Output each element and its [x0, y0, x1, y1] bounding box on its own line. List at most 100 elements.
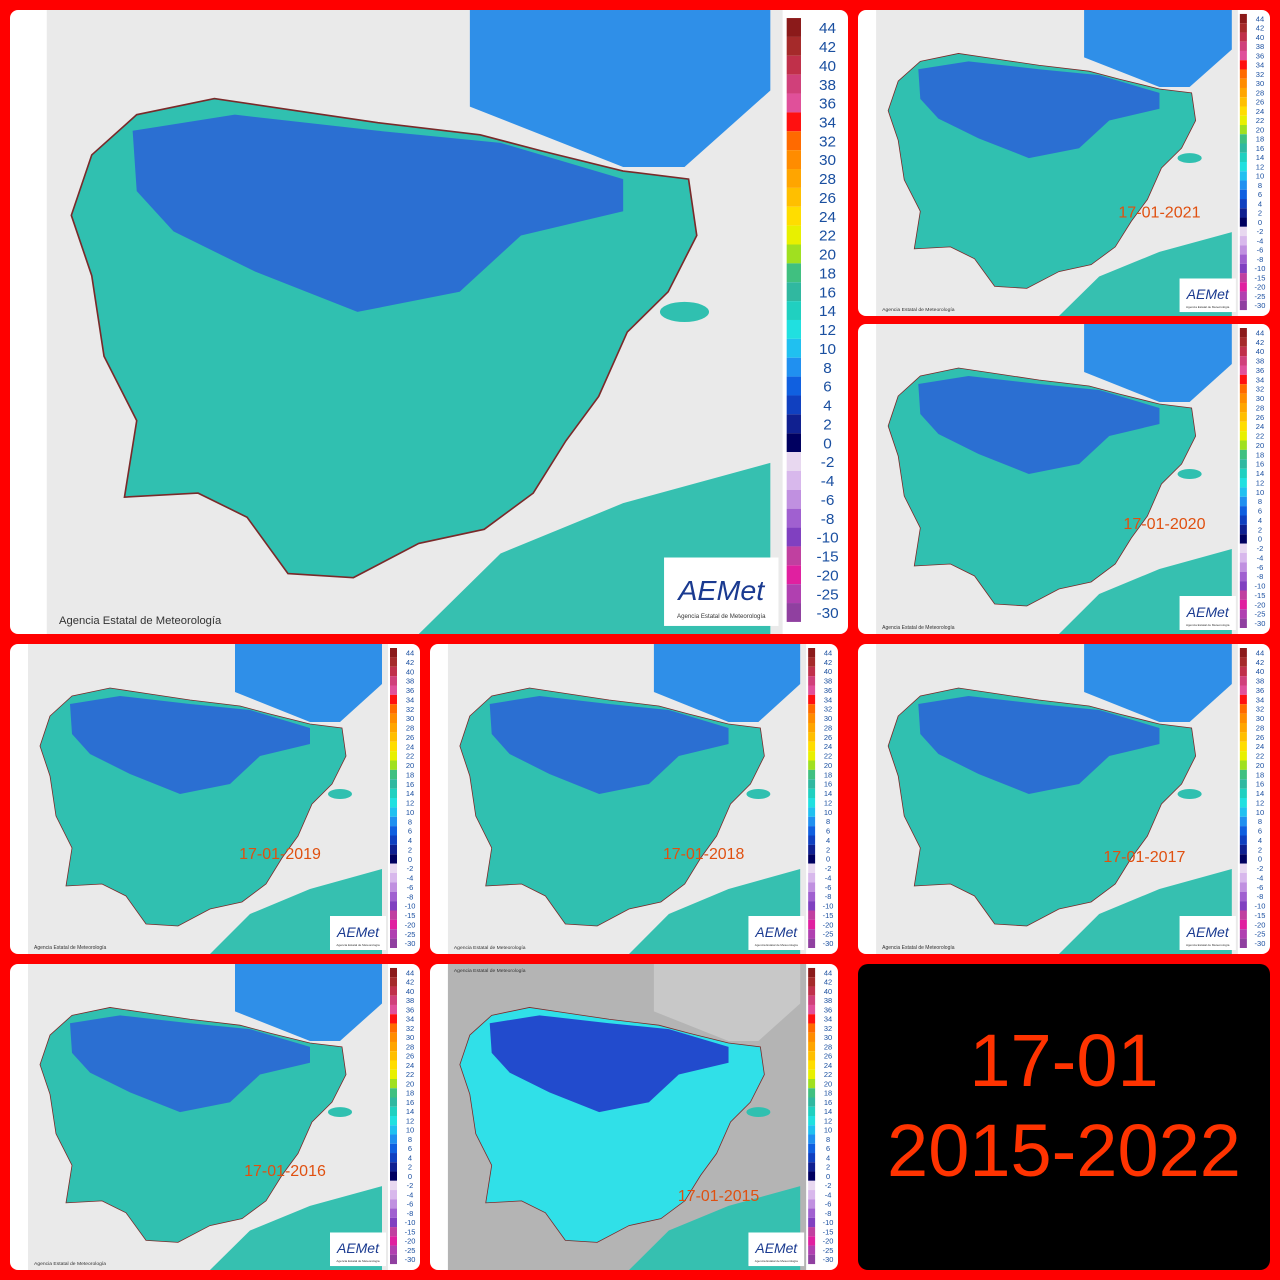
legend-swatch [1239, 798, 1247, 808]
legend-swatch [1239, 115, 1247, 125]
legend-swatch [1239, 478, 1247, 488]
legend-label: -6 [1257, 563, 1264, 572]
legend-swatch [808, 685, 816, 695]
legend-label: 42 [819, 39, 836, 56]
map: 4442403836343230282624222018161412108642… [876, 644, 1266, 954]
legend-label: 26 [406, 733, 414, 742]
legend-swatch [786, 263, 801, 283]
map-panel: 44 42 40 38 36 34 32 30 28 26 24 22 20 18 16 14 12 10 8 6 4 2… [430, 964, 838, 1270]
legend-swatch [1239, 685, 1247, 695]
legend-swatch [1239, 901, 1247, 911]
legend-swatch [1239, 291, 1247, 301]
legend-swatch [390, 1023, 397, 1033]
map-panel: 44 42 40 38 36 34 32 30 28 26 24 22 20 18 16 14 12 10 8 6 4 2… [10, 644, 420, 954]
legend-swatch [808, 1097, 816, 1107]
legend-swatch [786, 187, 801, 207]
logo-sub: Agencia Estatal de Meteorología [755, 943, 798, 947]
legend-swatch [1239, 384, 1247, 394]
legend-swatch [808, 1180, 816, 1191]
legend-swatch [1239, 87, 1247, 98]
legend-label: 44 [824, 968, 832, 977]
legend-label: 34 [406, 1015, 414, 1024]
legend-label: 10 [406, 1126, 414, 1135]
legend-swatch [390, 1245, 397, 1255]
legend-label: 10 [824, 808, 832, 817]
legend-label: 4 [1258, 199, 1262, 208]
legend-swatch [1239, 440, 1247, 450]
legend-swatch [1239, 769, 1247, 780]
legend-swatch [390, 723, 397, 733]
legend-swatch [1239, 282, 1247, 292]
legend-label: 30 [819, 152, 836, 169]
legend-swatch [1239, 618, 1247, 628]
legend-label: 42 [406, 978, 414, 987]
logo: AEMet [336, 924, 380, 940]
legend-label: 42 [824, 978, 832, 987]
legend-swatch [808, 779, 816, 789]
logo: AEMet [754, 1240, 798, 1256]
legend-swatch [808, 1004, 816, 1015]
legend-label: 12 [819, 322, 836, 339]
legend-label: -15 [1255, 911, 1266, 920]
legend-swatch [786, 395, 801, 415]
legend-swatch [390, 844, 397, 855]
legend-swatch [808, 760, 816, 770]
legend-label: 6 [408, 827, 412, 836]
legend-label: -4 [825, 1190, 832, 1199]
legend-label: 26 [1256, 413, 1264, 422]
legend-label: 22 [1256, 432, 1264, 441]
balearic [328, 1107, 352, 1117]
legend-label: 6 [1258, 507, 1262, 516]
legend-label: -20 [823, 1237, 834, 1246]
legend-swatch [390, 1208, 397, 1218]
balearic [1177, 153, 1202, 163]
legend-label: -6 [825, 1200, 832, 1209]
legend-label: 32 [824, 1024, 832, 1033]
legend-label: 14 [824, 1107, 832, 1116]
legend-label: 2 [1258, 209, 1262, 218]
legend-label: 38 [1256, 42, 1264, 51]
legend-swatch [1239, 365, 1247, 375]
legend-label: -20 [405, 920, 416, 929]
legend-label: 30 [824, 1033, 832, 1042]
legend-swatch [808, 1236, 816, 1246]
legend-label: 6 [826, 1144, 830, 1153]
legend-label: 16 [819, 284, 836, 301]
legend-swatch [808, 676, 816, 686]
legend-label: 0 [408, 855, 412, 864]
legend-label: 28 [1256, 724, 1264, 733]
logo-sub: Agencia Estatal de Meteorología [1186, 943, 1230, 947]
legend-label: 42 [1256, 338, 1264, 347]
legend-swatch [786, 546, 801, 566]
legend-swatch [1239, 403, 1247, 413]
legend-swatch [390, 816, 397, 827]
legend-swatch [390, 854, 397, 864]
legend-swatch [1239, 534, 1247, 544]
legend-label: 40 [1256, 667, 1264, 676]
cold-north [918, 376, 1160, 474]
legend-swatch [390, 798, 397, 808]
legend-label: 20 [1256, 441, 1264, 450]
legend-swatch [808, 816, 816, 827]
logo-box [664, 557, 779, 626]
legend-label: 0 [408, 1172, 412, 1181]
legend-swatch [1239, 882, 1247, 892]
legend-swatch [1239, 553, 1247, 563]
legend-swatch [808, 967, 816, 978]
legend-swatch [1239, 543, 1247, 553]
legend-swatch [1239, 374, 1247, 385]
legend-swatch [786, 319, 801, 339]
legend-label: 26 [1256, 733, 1264, 742]
france-sea [235, 964, 382, 1041]
legend-label: 32 [1256, 385, 1264, 394]
legend-swatch [808, 1199, 816, 1209]
map: 4442403836343230282624222018161412108642… [447, 644, 833, 954]
legend-label: 36 [1256, 51, 1264, 60]
legend-label: 18 [824, 1089, 832, 1098]
legend-label: 10 [1256, 808, 1264, 817]
date-label: 17-01-2020 [1123, 515, 1205, 533]
legend-label: 22 [406, 1070, 414, 1079]
legend-label: 30 [406, 1033, 414, 1042]
legend-label: 28 [819, 171, 836, 188]
